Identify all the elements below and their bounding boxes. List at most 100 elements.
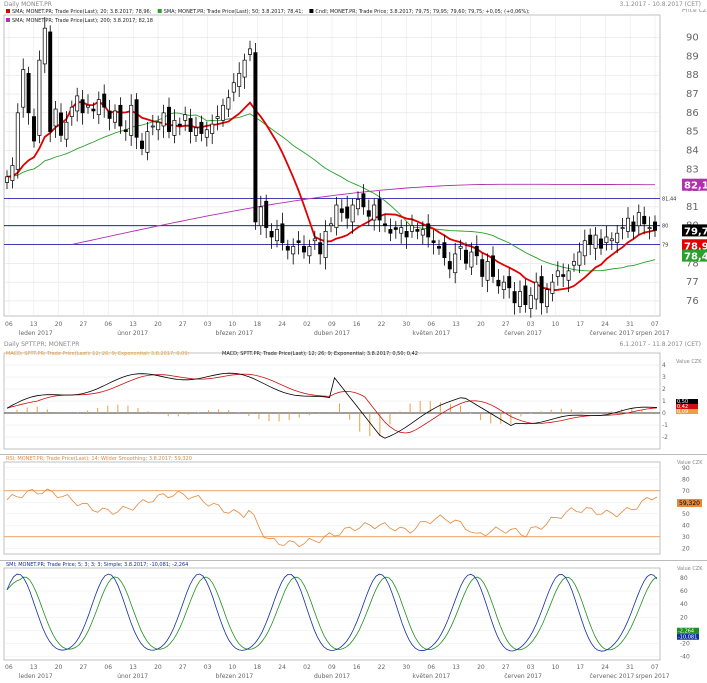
candle-body xyxy=(647,227,652,229)
x-tick-label: 06 xyxy=(5,321,13,328)
x-tick-label: 27 xyxy=(179,664,187,671)
x-tick-label: 13 xyxy=(452,664,460,671)
price-panel-header: Daily MONET.PR 3.1.2017 - 10.8.2017 (CET… xyxy=(0,0,707,9)
macd-tag-box xyxy=(676,399,698,404)
x-tick-label: 24 xyxy=(278,664,286,671)
price-chart[interactable]: 76777879808182838485868788899082,1881,44… xyxy=(0,9,707,340)
candle-body xyxy=(5,176,9,183)
candle-body xyxy=(464,249,468,264)
legend-swatch xyxy=(6,9,10,13)
candle-body xyxy=(15,112,20,170)
x-tick-label: 10 xyxy=(552,664,560,671)
candle-body xyxy=(474,246,479,257)
candle-body xyxy=(561,274,566,277)
y-tick-label: 88 xyxy=(686,70,699,81)
x-month-label: srpen 2017 xyxy=(635,330,669,337)
x-tick-label: 03 xyxy=(204,321,212,328)
rsi-y-tick: 30 xyxy=(682,534,690,541)
macd-tag: 0,42 xyxy=(677,404,688,410)
candle-body xyxy=(42,27,47,65)
x-tick-label: 16 xyxy=(353,321,361,328)
chart-date-range: 3.1.2017 - 10.8.2017 (CET) xyxy=(619,1,701,8)
candle-body xyxy=(21,69,26,108)
x-tick-label: 20 xyxy=(477,664,485,671)
y-tick-label: 78 xyxy=(686,258,699,269)
x-tick-label: 22 xyxy=(378,664,386,671)
smi-signal-line xyxy=(6,576,658,651)
x-tick-label: 18 xyxy=(253,321,261,328)
candle-body xyxy=(350,204,355,223)
x-tick-label: 10 xyxy=(229,321,237,328)
candle-body xyxy=(415,229,420,232)
macd-line xyxy=(6,372,658,439)
x-tick-label: 17 xyxy=(576,664,584,671)
candle-body xyxy=(512,291,517,304)
candle-body xyxy=(642,215,647,225)
x-tick-label: 20 xyxy=(154,321,162,328)
rsi-axis-unit: Value CZK xyxy=(677,460,703,466)
x-tick-label: 02 xyxy=(303,321,311,328)
candle-body xyxy=(32,116,36,142)
candle-body xyxy=(107,110,112,119)
x-tick-label: 03 xyxy=(204,664,212,671)
candle-body xyxy=(399,227,404,234)
x-tick-label: 13 xyxy=(129,321,137,328)
smi-y-tick: -20 xyxy=(680,641,690,648)
candle-body xyxy=(518,291,522,307)
candle-body xyxy=(253,52,258,223)
candle-body xyxy=(161,112,166,127)
candle-body xyxy=(318,242,323,255)
candle-body xyxy=(123,129,128,132)
candle-body xyxy=(296,240,301,243)
candle-body xyxy=(302,246,306,253)
price-panel: Daily MONET.PR 3.1.2017 - 10.8.2017 (CET… xyxy=(0,0,707,341)
legend-entry: SMA; MONET.PR; Trade Price(Last); 20; 3.… xyxy=(12,9,152,15)
candle-body xyxy=(604,236,609,243)
legend-entry: SMA; MONET.PR; Trade Price(Last); 50; 3.… xyxy=(164,9,304,15)
x-tick-label: 06 xyxy=(427,664,435,671)
candle-body xyxy=(59,112,63,136)
x-tick-label: 27 xyxy=(179,321,187,328)
x-tick-label: 13 xyxy=(129,664,137,671)
candle-body xyxy=(323,230,328,259)
x-month-label: srpen 2017 xyxy=(635,673,669,680)
candle-body xyxy=(291,246,296,255)
rsi-y-tick: 50 xyxy=(682,511,690,518)
candle-body xyxy=(345,206,350,219)
price-tag: 81,44 xyxy=(662,197,676,203)
legend-swatch xyxy=(157,9,162,13)
smi-legend: SMI; MONET.PR; Trade Price; 5; 3; 3; 3; … xyxy=(6,562,188,568)
candle-body xyxy=(167,106,171,132)
candle-body xyxy=(528,294,533,309)
candle-body xyxy=(312,238,317,242)
x-tick-label: 27 xyxy=(502,321,510,328)
x-tick-label: 07 xyxy=(651,664,659,671)
candle-body xyxy=(447,261,452,270)
rsi-plot-frame xyxy=(3,461,661,555)
candle-body xyxy=(356,199,360,210)
rsi-tag-box xyxy=(677,499,702,508)
macd-y-tick: 0 xyxy=(662,410,666,417)
x-month-label: duben 2017 xyxy=(314,330,350,337)
x-month-label: červenec 2017 xyxy=(590,673,635,680)
candle-body xyxy=(393,227,398,230)
candle-body xyxy=(636,212,641,227)
candle-body xyxy=(404,230,409,238)
candle-body xyxy=(329,223,333,227)
x-tick-label: 27 xyxy=(502,664,510,671)
x-tick-label: 20 xyxy=(55,321,63,328)
x-tick-label: 10 xyxy=(229,664,237,671)
smi-tag: -10,081 xyxy=(678,635,697,641)
x-tick-label: 24 xyxy=(601,664,609,671)
candle-body xyxy=(269,230,274,238)
candle-body xyxy=(496,279,501,287)
smi-tag: -2,264 xyxy=(678,629,694,635)
y-tick-label: 77 xyxy=(686,277,699,288)
macd-chart[interactable]: -2 -1 0 1 2 3 4 0,500,420,09 MACD; SPTT.PR; Trad… xyxy=(0,349,707,454)
x-month-label: květen 2017 xyxy=(412,330,450,337)
y-tick-label: 84 xyxy=(686,145,699,156)
candle-body xyxy=(64,121,69,140)
price-tag-box xyxy=(682,178,707,191)
